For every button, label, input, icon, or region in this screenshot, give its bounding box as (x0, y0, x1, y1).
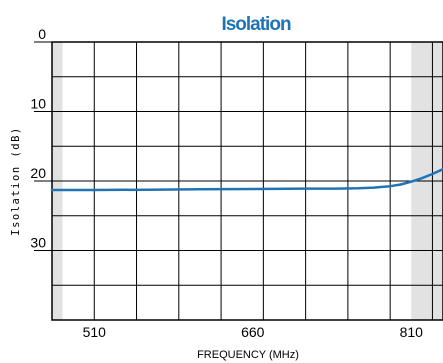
y-tick-label: 0 (38, 26, 46, 42)
y-axis-label: Isolation (dB) (10, 126, 22, 236)
y-tick-label: 10 (30, 96, 46, 112)
x-axis-label: FREQUENCY (MHz) (197, 349, 299, 361)
y-tick-label: 30 (30, 235, 46, 251)
chart-title: Isolation (221, 14, 291, 35)
series-line-0 (50, 167, 443, 192)
x-tick-label: 660 (241, 324, 265, 340)
x-tick-label: 510 (83, 324, 107, 340)
grid (34, 41, 443, 321)
y-tick-label: 20 (30, 165, 46, 181)
series-layer (50, 167, 443, 192)
x-tick-labels: 510 660 810 (83, 324, 424, 340)
x-tick-label: 810 (400, 324, 424, 340)
y-tick-labels: 0 10 20 30 (30, 26, 46, 251)
